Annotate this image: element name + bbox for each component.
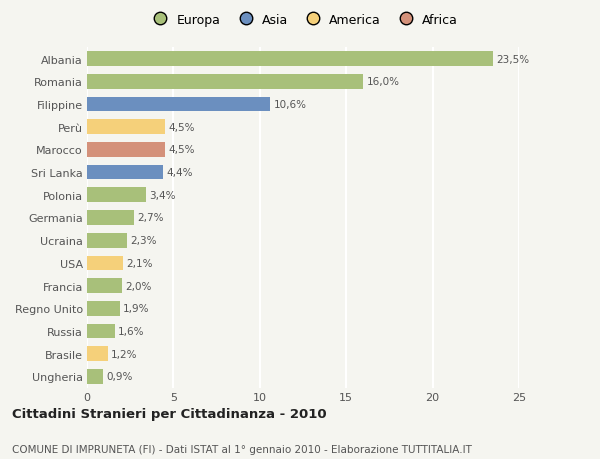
Bar — [87, 211, 134, 225]
Bar — [87, 120, 165, 135]
Bar — [87, 279, 122, 293]
Text: 2,3%: 2,3% — [130, 235, 157, 246]
Text: COMUNE DI IMPRUNETA (FI) - Dati ISTAT al 1° gennaio 2010 - Elaborazione TUTTITAL: COMUNE DI IMPRUNETA (FI) - Dati ISTAT al… — [12, 444, 472, 454]
Bar — [87, 347, 108, 361]
Text: 2,0%: 2,0% — [125, 281, 151, 291]
Text: 23,5%: 23,5% — [497, 55, 530, 65]
Bar — [87, 369, 103, 384]
Bar — [87, 233, 127, 248]
Text: 2,7%: 2,7% — [137, 213, 164, 223]
Bar — [87, 324, 115, 339]
Bar — [87, 188, 146, 203]
Text: Cittadini Stranieri per Cittadinanza - 2010: Cittadini Stranieri per Cittadinanza - 2… — [12, 407, 326, 420]
Text: 2,1%: 2,1% — [127, 258, 153, 269]
Bar — [87, 165, 163, 180]
Text: 0,9%: 0,9% — [106, 371, 133, 381]
Text: 4,5%: 4,5% — [168, 145, 195, 155]
Bar — [87, 143, 165, 157]
Text: 1,2%: 1,2% — [111, 349, 137, 359]
Text: 4,5%: 4,5% — [168, 123, 195, 133]
Text: 4,4%: 4,4% — [166, 168, 193, 178]
Bar — [87, 301, 120, 316]
Bar — [87, 52, 493, 67]
Bar — [87, 256, 123, 271]
Legend: Europa, Asia, America, Africa: Europa, Asia, America, Africa — [143, 9, 463, 32]
Text: 3,4%: 3,4% — [149, 190, 176, 201]
Text: 10,6%: 10,6% — [274, 100, 307, 110]
Text: 16,0%: 16,0% — [367, 77, 400, 87]
Text: 1,6%: 1,6% — [118, 326, 145, 336]
Bar — [87, 75, 364, 90]
Text: 1,9%: 1,9% — [123, 303, 150, 313]
Bar — [87, 97, 270, 112]
